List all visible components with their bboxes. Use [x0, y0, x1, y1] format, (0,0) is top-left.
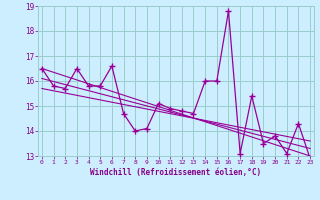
X-axis label: Windchill (Refroidissement éolien,°C): Windchill (Refroidissement éolien,°C) [91, 168, 261, 177]
